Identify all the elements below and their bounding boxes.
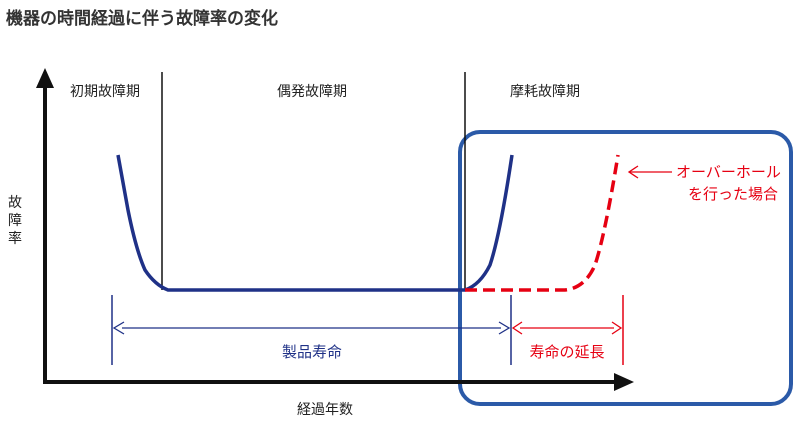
- y-axis-label-char-2: 障: [8, 213, 22, 229]
- product-life-arrow-left-head: [112, 321, 125, 335]
- y-axis-label-char-1: 故: [8, 195, 22, 211]
- overhaul-highlight-box: [458, 130, 793, 406]
- phase-label-initial: 初期故障期: [70, 83, 140, 100]
- x-axis-label: 経過年数: [297, 402, 353, 418]
- product-life-arrow-right-head: [498, 321, 511, 335]
- life-extension-arrow-left-head: [511, 321, 523, 335]
- phase-label-random: 偶発故障期: [277, 84, 347, 100]
- overhaul-curve: [465, 154, 620, 292]
- annotation-line-2: を行った場合: [688, 185, 778, 203]
- y-axis-arrowhead: [36, 68, 54, 88]
- bathtub-curve: [116, 154, 514, 292]
- annotation-arrow-head: [627, 165, 639, 179]
- y-axis-label-char-3: 率: [8, 230, 22, 247]
- phase-label-wearout: 摩耗故障期: [510, 83, 580, 100]
- page-title: 機器の時間経過に伴う故障率の変化: [6, 9, 278, 29]
- life-extension-label: 寿命の延長: [529, 343, 604, 361]
- annotation-line-1: オーバーホール: [676, 163, 781, 181]
- x-axis-arrowhead: [614, 373, 634, 391]
- product-life-label: 製品寿命: [282, 343, 342, 361]
- life-extension-arrow-right-head: [611, 321, 623, 335]
